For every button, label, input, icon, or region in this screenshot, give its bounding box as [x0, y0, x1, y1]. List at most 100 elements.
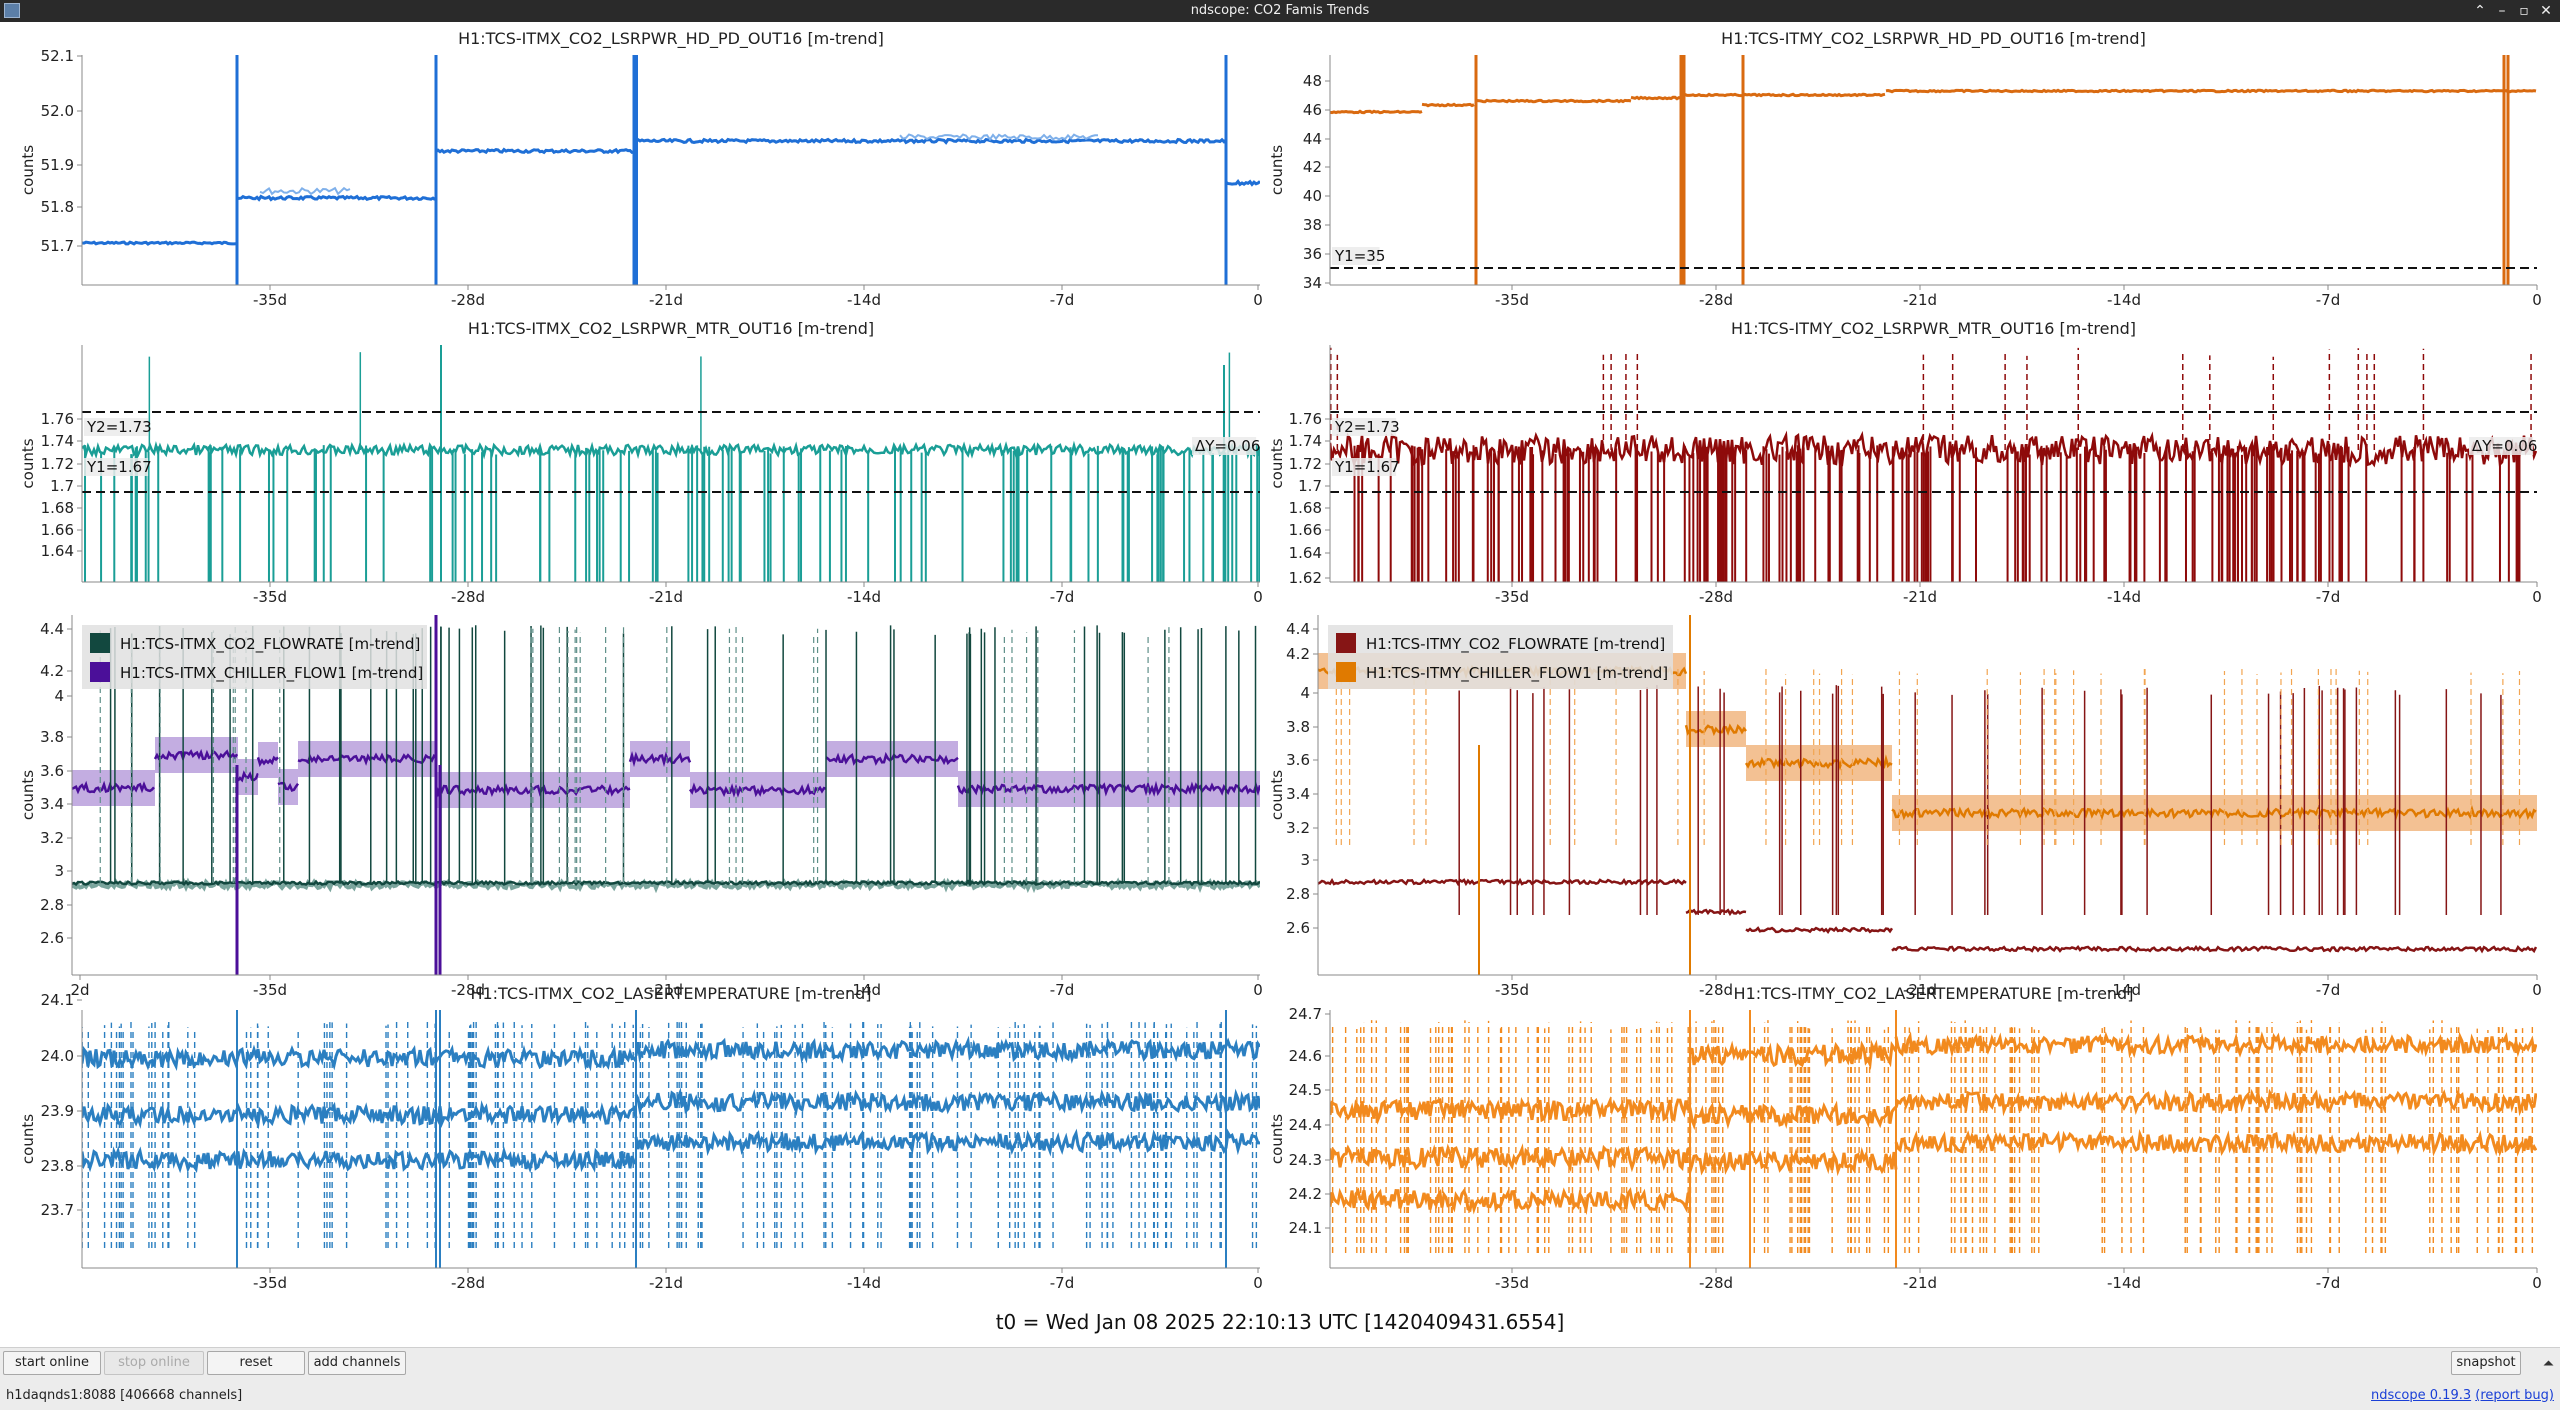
x-tick-label: -35d: [1495, 1274, 1529, 1292]
x-tick-label: -28d: [1699, 1274, 1733, 1292]
trend-trace: [236, 194, 436, 202]
x-tick-label: -21d: [1903, 291, 1937, 309]
t0-label: t0 = Wed Jan 08 2025 22:10:13 UTC [14204…: [995, 1310, 1565, 1334]
y-tick-label: 48: [1303, 72, 1322, 90]
plot-area[interactable]: [82, 1010, 1260, 1268]
x-tick-label: 0: [1253, 1274, 1263, 1292]
trend-trace: [1330, 430, 2537, 469]
trend-trace: [1891, 944, 2537, 954]
plot-area[interactable]: [82, 55, 1260, 285]
y-tick-label: 1.74: [1289, 432, 1322, 450]
x-tick-label: -21d: [649, 1274, 683, 1292]
y-axis-label: counts: [1268, 145, 1286, 195]
y-tick-label: 34: [1303, 274, 1322, 292]
trend-trace: [1688, 1146, 1898, 1177]
cursor-y1-label-bg: [1332, 458, 1397, 476]
window-close-icon[interactable]: ✕: [2540, 3, 2552, 19]
plot-itmx-temp[interactable]: H1:TCS-ITMX_CO2_LASERTEMPERATURE [m-tren…: [19, 984, 1263, 1292]
x-tick-label: -28d: [451, 588, 485, 606]
y-axis-label: counts: [1268, 770, 1286, 820]
plot-itmy-flow[interactable]: counts 2.6 2.8 3 3.2 3.4 3.6 3.8 4 4.2 4.4 -35d -28d…: [1268, 615, 2542, 999]
plot-area[interactable]: [72, 615, 1260, 975]
window-titlebar: ndscope: CO2 Famis Trends ⌃ – ▫ ✕: [0, 0, 2560, 22]
plot-title: H1:TCS-ITMY_CO2_LASERTEMPERATURE [m-tren…: [1734, 984, 2134, 1004]
x-tick-label: -28d: [451, 1274, 485, 1292]
x-tick-label: -28d: [451, 981, 485, 999]
y-tick-label: 3.4: [40, 795, 64, 813]
plot-itmy-mtr[interactable]: H1:TCS-ITMY_CO2_LSRPWR_MTR_OUT16 [m-tren…: [1268, 319, 2542, 606]
y-tick-label: 3.6: [1286, 751, 1310, 769]
cursor-y1-label: Y1=1.67: [1334, 458, 1400, 476]
x-tick-label: 0: [1253, 981, 1263, 999]
x-tick-label: -35d: [253, 588, 287, 606]
plot-area[interactable]: [82, 345, 1260, 582]
y-tick-label: 36: [1303, 245, 1322, 263]
plot-area[interactable]: [1330, 1010, 2537, 1268]
window-minimize-icon[interactable]: –: [2498, 3, 2506, 19]
x-tick-label: -35d: [253, 981, 287, 999]
y-tick-label: 1.72: [1289, 455, 1322, 473]
x-tick-label: -7d: [1050, 588, 1074, 606]
add-channels-button[interactable]: add channels: [308, 1351, 406, 1375]
trend-trace: [1474, 98, 1632, 104]
trend-trace: [1330, 1096, 1692, 1125]
plot-itmx-flow[interactable]: counts 2.6 2.8 3 3.2 3.4 3.6 3.8 4 4.2 4.4 2d -35d -2…: [19, 615, 1263, 999]
reset-button[interactable]: reset: [207, 1351, 305, 1375]
window-shade-icon[interactable]: ⌃: [2474, 3, 2486, 19]
y-axis-label: counts: [19, 145, 37, 195]
legend-swatch: [1336, 662, 1356, 682]
x-tick-label: -7d: [2316, 1274, 2340, 1292]
x-tick-label: -28d: [1699, 291, 1733, 309]
x-tick-label: -35d: [1495, 981, 1529, 999]
stop-online-button[interactable]: stop online: [104, 1351, 204, 1375]
snapshot-button[interactable]: snapshot: [2451, 1351, 2521, 1375]
legend-swatch: [90, 662, 110, 682]
y-tick-label: 1.76: [1289, 410, 1322, 428]
trend-trace: [1421, 102, 1475, 108]
y-tick-label: 1.68: [41, 499, 74, 517]
x-tick-label: -35d: [1495, 291, 1529, 309]
x-tick-label: 0: [2532, 588, 2542, 606]
trend-trace: [1682, 92, 1886, 98]
y-tick-label: 52.0: [41, 102, 74, 120]
plot-title: H1:TCS-ITMX_CO2_LSRPWR_HD_PD_OUT16 [m-tr…: [458, 29, 884, 49]
version-link[interactable]: ndscope 0.19.3: [2371, 1388, 2472, 1403]
y-tick-label: 2.8: [1286, 885, 1310, 903]
x-tick-label: -21d: [649, 981, 683, 999]
x-tick-label: 2d: [70, 981, 89, 999]
trend-trace: [1688, 1100, 1898, 1131]
y-tick-label: 4.4: [40, 620, 64, 638]
plot-legend[interactable]: H1:TCS-ITMY_CO2_FLOWRATE [m-trend] H1:TCS…: [1328, 625, 1673, 689]
plot-grid[interactable]: H1:TCS-ITMX_CO2_LSRPWR_HD_PD_OUT16 [m-tr…: [0, 22, 2560, 1302]
trend-trace: [1684, 723, 1747, 737]
x-tick-label: -28d: [1699, 981, 1733, 999]
collapse-panel-icon[interactable]: ⏶: [2542, 1356, 2554, 1372]
legend-entry-label: H1:TCS-ITMY_CO2_FLOWRATE [m-trend]: [1366, 635, 1665, 654]
x-tick-label: -21d: [649, 291, 683, 309]
cursor-dy-label-bg: [1192, 437, 1257, 455]
trend-trace: [153, 748, 239, 762]
y-tick-label: 42: [1303, 158, 1322, 176]
cursor-y2-label-bg: [1332, 418, 1397, 436]
window-maximize-icon[interactable]: ▫: [2519, 3, 2529, 19]
plot-area[interactable]: [1330, 55, 2537, 285]
plot-itmx-mtr[interactable]: H1:TCS-ITMX_CO2_LSRPWR_MTR_OUT16 [m-tren…: [19, 319, 1263, 606]
y-tick-label: 4: [1300, 684, 1310, 702]
plot-area[interactable]: [1330, 347, 2537, 582]
plot-itmx-pd[interactable]: H1:TCS-ITMX_CO2_LSRPWR_HD_PD_OUT16 [m-tr…: [19, 29, 1263, 309]
y-tick-label: 3: [54, 862, 64, 880]
y-tick-label: 24.1: [1289, 1219, 1322, 1237]
plot-legend[interactable]: H1:TCS-ITMX_CO2_FLOWRATE [m-trend] H1:TCS…: [82, 625, 427, 689]
trend-trace: [435, 147, 635, 155]
report-bug-link[interactable]: (report bug): [2475, 1388, 2554, 1403]
x-tick-label: -7d: [2316, 981, 2340, 999]
y-tick-label: 51.7: [41, 237, 74, 255]
y-tick-label: 3.6: [40, 762, 64, 780]
trend-trace: [899, 133, 1099, 142]
x-tick-label: 0: [1253, 291, 1263, 309]
plot-itmy-temp[interactable]: H1:TCS-ITMY_CO2_LASERTEMPERATURE [m-tren…: [1268, 984, 2542, 1292]
y-tick-label: 24.5: [1289, 1081, 1322, 1099]
start-online-button[interactable]: start online: [3, 1351, 101, 1375]
trend-trace: [72, 780, 155, 795]
plot-itmy-pd[interactable]: H1:TCS-ITMY_CO2_LSRPWR_HD_PD_OUT16 [m-tr…: [1268, 29, 2542, 309]
